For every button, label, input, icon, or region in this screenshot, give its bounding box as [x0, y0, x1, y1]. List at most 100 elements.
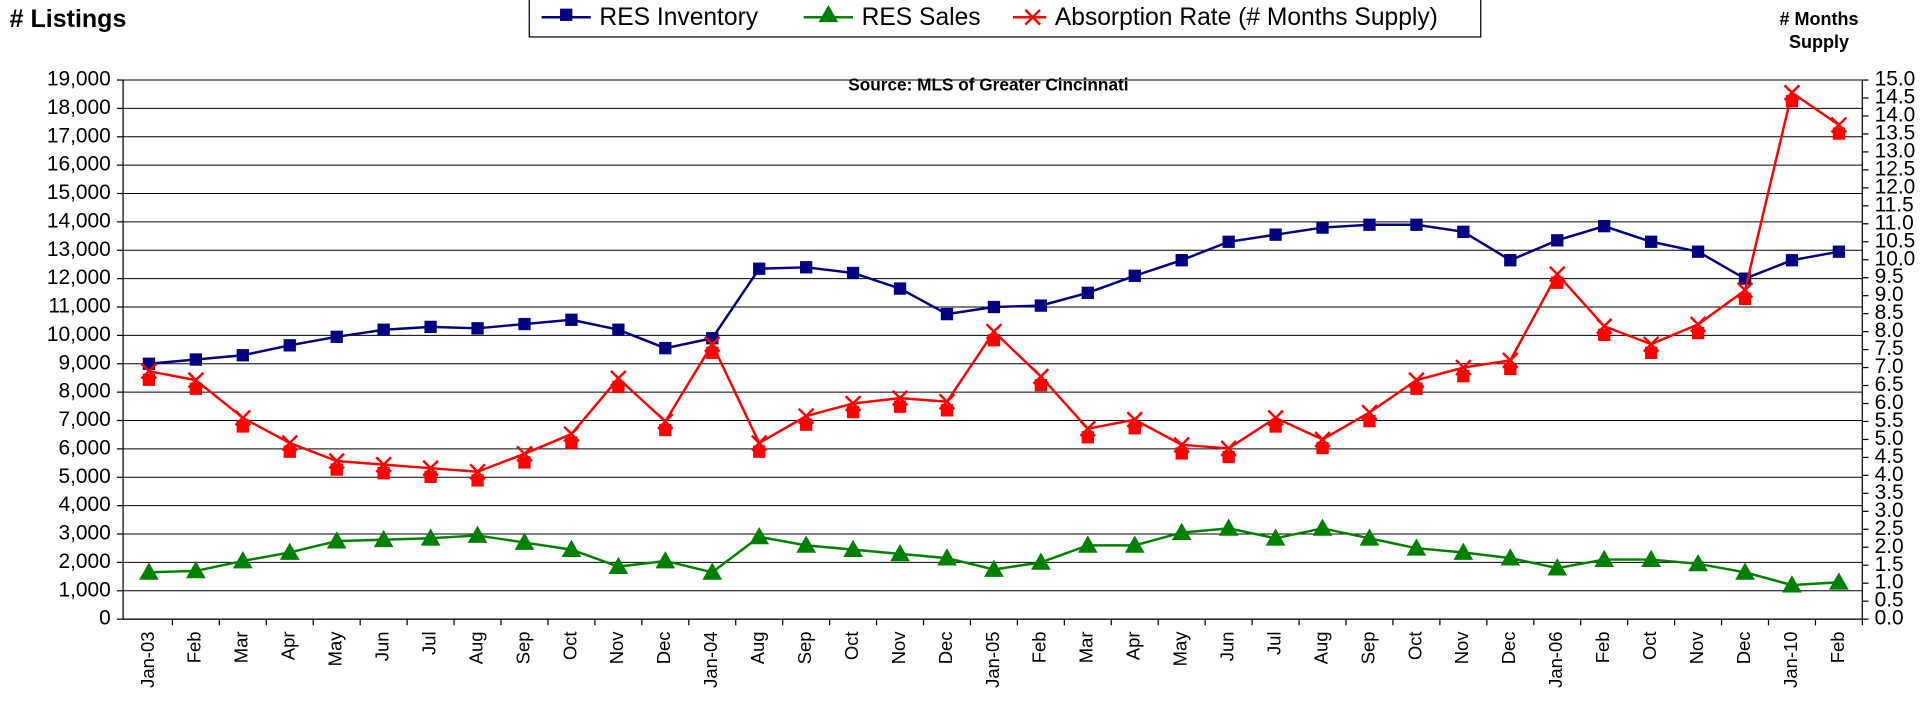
- x-tick-label: Dec: [935, 631, 956, 664]
- marker-x-square: [1034, 379, 1048, 392]
- marker-x: [516, 445, 533, 469]
- marker-x: [1314, 431, 1331, 455]
- marker-x-square: [189, 382, 203, 395]
- x-tick-label: Dec: [1733, 631, 1754, 664]
- marker-x-square: [1222, 450, 1235, 464]
- marker-x: [844, 395, 862, 419]
- marker-square: [1785, 254, 1799, 267]
- marker-triangle: [1547, 558, 1568, 576]
- marker-x: [1079, 420, 1097, 444]
- marker-triangle: [1782, 575, 1802, 593]
- x-tick-label: Oct: [559, 631, 580, 660]
- marker-square: [1128, 269, 1141, 282]
- marker-x-square: [1551, 276, 1564, 289]
- marker-triangle: [561, 539, 582, 558]
- marker-triangle: [514, 532, 535, 550]
- x-tick-label: May: [325, 631, 346, 667]
- marker-x: [1408, 371, 1425, 395]
- x-tick-label: Jul: [1263, 631, 1284, 655]
- y-axis-label: # Listings: [9, 5, 127, 33]
- x-tick-label: Jan-04: [700, 631, 721, 687]
- marker-x-square: [330, 463, 343, 476]
- marker-square: [1504, 254, 1517, 267]
- marker-x-square: [1832, 127, 1846, 140]
- y2-tick-label: 1.5: [1875, 553, 1904, 576]
- marker-triangle: [1453, 542, 1474, 560]
- x-tick-label: Nov: [1451, 631, 1472, 665]
- x-tick-label: Oct: [841, 631, 862, 660]
- series-line: [148, 90, 1840, 474]
- marker-x: [234, 409, 252, 433]
- y-tick-label: 15,000: [47, 181, 111, 204]
- marker-x-square: [1691, 326, 1705, 340]
- marker-x: [140, 362, 158, 386]
- legend-label: RES Sales: [862, 4, 981, 31]
- marker-x-square: [846, 405, 860, 419]
- x-tick-label: Apr: [1123, 631, 1144, 660]
- y-tick-label: 18,000: [47, 96, 111, 119]
- marker-square: [283, 339, 296, 352]
- y2-tick-label: 10.5: [1875, 229, 1916, 252]
- x-tick-label: Aug: [747, 631, 768, 664]
- x-tick-label: Dec: [653, 631, 674, 664]
- marker-x-square: [1316, 441, 1329, 455]
- marker-triangle: [1406, 538, 1427, 556]
- legend-label: RES Inventory: [599, 4, 758, 31]
- x-tick-label: Jun: [372, 631, 393, 661]
- marker-triangle: [373, 529, 394, 548]
- x-tick-label: Jan-03: [137, 631, 158, 687]
- marker-x: [281, 434, 299, 458]
- marker-square: [560, 8, 573, 21]
- y2-tick-label: 5.5: [1875, 409, 1904, 432]
- marker-triangle: [1077, 535, 1098, 553]
- marker-square: [799, 261, 813, 274]
- marker-square: [893, 282, 907, 295]
- marker-triangle: [1359, 528, 1380, 546]
- marker-triangle: [1641, 549, 1661, 567]
- legend-marker: [1024, 8, 1041, 26]
- x-tick-label: Oct: [1404, 631, 1425, 660]
- y2-tick-label: 11.0: [1875, 211, 1914, 234]
- x-tick-label: May: [1170, 631, 1191, 667]
- marker-triangle: [1688, 553, 1708, 572]
- marker-x: [1455, 359, 1472, 383]
- marker-x-square: [518, 456, 531, 469]
- marker-x: [985, 323, 1003, 347]
- marker-square: [1363, 218, 1376, 231]
- marker-square: [189, 353, 203, 366]
- legend-marker-x: [1024, 8, 1041, 26]
- marker-x: [422, 459, 439, 483]
- y2-tick-label: 13.0: [1875, 139, 1916, 162]
- marker-x: [1689, 316, 1707, 340]
- marker-x-square: [1504, 362, 1517, 376]
- x-tick-label: Apr: [278, 631, 299, 660]
- marker-x: [797, 407, 815, 431]
- x-tick-label: Sep: [512, 631, 533, 664]
- y2-tick-label: 2.5: [1875, 517, 1904, 540]
- marker-x-square: [424, 470, 437, 483]
- marker-square: [1410, 218, 1423, 231]
- y2-tick-label: 7.0: [1875, 355, 1904, 378]
- marker-square: [236, 349, 249, 362]
- y-tick-label: 14,000: [47, 209, 111, 232]
- marker-square: [612, 323, 625, 336]
- marker-x: [610, 370, 627, 394]
- y2-tick-label: 11.5: [1875, 193, 1914, 216]
- y-tick-label: 6,000: [58, 436, 110, 459]
- y-tick-label: 2,000: [58, 550, 110, 573]
- marker-triangle: [1500, 548, 1521, 566]
- marker-x: [1220, 440, 1237, 464]
- marker-x-square: [1738, 292, 1752, 306]
- marker-x: [1173, 436, 1190, 460]
- marker-x-square: [659, 423, 672, 437]
- y2-tick-label: 6.5: [1875, 373, 1904, 396]
- marker-x: [375, 456, 392, 480]
- marker-triangle: [749, 527, 770, 545]
- y-tick-label: 1,000: [58, 578, 110, 601]
- marker-triangle: [984, 559, 1004, 577]
- marker-triangle: [1312, 518, 1333, 536]
- x-tick-label: Jun: [1217, 631, 1238, 661]
- marker-x-square: [753, 445, 766, 458]
- x-tick-label: Nov: [888, 631, 909, 665]
- marker-triangle: [818, 4, 839, 23]
